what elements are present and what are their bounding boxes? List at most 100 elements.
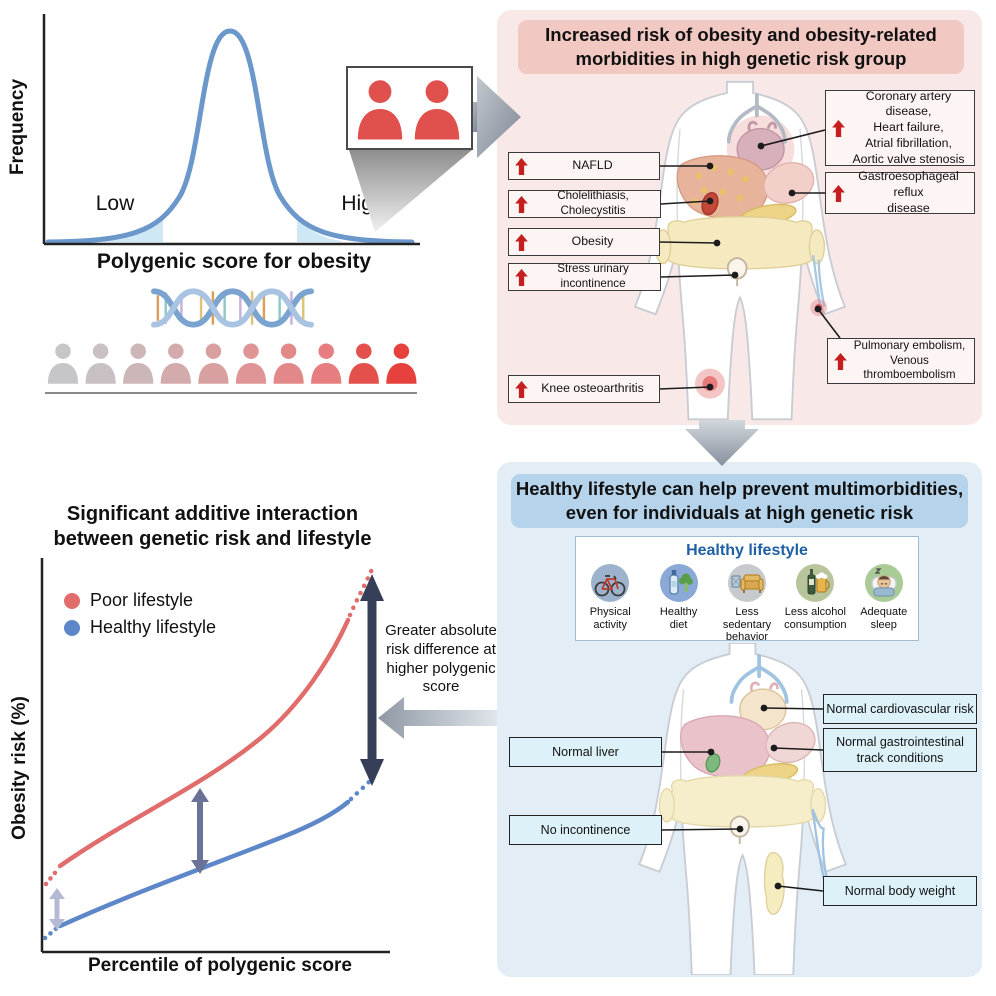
poor-lifestyle-curve xyxy=(57,617,351,869)
risk-box-label: Coronary artery disease, Heart failure, … xyxy=(852,88,965,166)
person-silhouette xyxy=(85,343,116,384)
healthy-lifestyle-label: Healthy lifestyle xyxy=(90,617,217,637)
risk-box-label: Gastroesophageal reflux disease xyxy=(858,169,959,215)
risk-box-label: Cholelithiasis, Cholecystitis xyxy=(557,189,629,217)
risk-box-cholelithiasis: Cholelithiasis, Cholecystitis xyxy=(508,189,661,218)
risk-difference-arrow-small xyxy=(49,888,65,930)
healthy-lifestyle-dot xyxy=(64,619,80,636)
frequency-axis-label: Frequency xyxy=(7,78,28,176)
poor-curve-dotted-low xyxy=(43,866,61,887)
poor-lifestyle-label: Poor lifestyle xyxy=(90,590,194,610)
high-tail-label: High xyxy=(341,192,385,215)
person-silhouette xyxy=(160,343,191,384)
risk-box-obesity: Obesity xyxy=(508,228,660,256)
healthy-curve-dotted-high xyxy=(348,778,373,802)
risk-box-label: Knee osteoarthritis xyxy=(541,381,644,396)
person-silhouette xyxy=(311,343,342,384)
normal-box-body-weight: Normal body weight xyxy=(823,876,977,906)
thigh-fat-icon xyxy=(763,851,785,915)
legend-item-poor: Poor lifestyle xyxy=(64,590,216,611)
person-silhouette xyxy=(273,343,304,384)
visceral-fat-icon xyxy=(662,216,818,270)
chart-legend: Poor lifestyle Healthy lifestyle xyxy=(64,590,216,644)
normal-box-liver: Normal liver xyxy=(509,737,662,767)
gallbladder-icon xyxy=(705,753,721,773)
person-silhouette xyxy=(47,343,79,384)
normal-box-label: No incontinence xyxy=(540,822,631,837)
water-bottle-broccoli-icon xyxy=(659,564,698,602)
risk-difference-arrow-large xyxy=(360,574,384,786)
normal-box-label: Normal liver xyxy=(552,744,619,759)
lifestyle-item-label: Adequate sleep xyxy=(860,606,908,631)
normal-box-incontinence: No incontinence xyxy=(509,815,662,845)
risk-box-reflux: Gastroesophageal reflux disease xyxy=(825,169,975,215)
stomach-icon xyxy=(765,721,816,764)
annotation-arrow-left xyxy=(378,697,500,739)
high-risk-inset-box xyxy=(346,66,473,150)
normal-box-label: Normal cardiovascular risk xyxy=(826,701,974,716)
risk-box-nafld: NAFLD xyxy=(508,152,660,180)
sleeping-person-icon xyxy=(864,564,903,602)
polygenic-distribution-chart xyxy=(42,14,420,246)
normal-box-label: Normal body weight xyxy=(844,883,956,898)
lifestyle-item-label: Less alcohol consumption xyxy=(784,606,847,631)
person-silhouette xyxy=(386,343,417,384)
increase-arrow-icon xyxy=(515,268,528,286)
healthy-curve-dotted-low xyxy=(42,924,61,941)
risk-box-label: Obesity xyxy=(571,234,614,249)
risk-box-knee-osteoarthritis: Knee osteoarthritis xyxy=(508,375,660,403)
bronchi-icon xyxy=(726,93,787,144)
bell-left-tail-shade xyxy=(96,220,163,242)
healthy-lifestyle-box-title: Healthy lifestyle xyxy=(686,542,808,559)
risk-panel-title: Increased risk of obesity and obesity-re… xyxy=(545,23,937,69)
healthy-lifestyle-curve xyxy=(57,799,351,929)
risk-box-embolism: Pulmonary embolism, Venous thromboemboli… xyxy=(827,338,975,384)
increase-arrow-icon xyxy=(515,195,528,213)
normal-box-label: Normal gastrointestinal track conditions xyxy=(836,734,964,765)
increase-arrow-icon xyxy=(515,157,528,175)
normal-box-gastrointestinal: Normal gastrointestinal track conditions xyxy=(823,728,977,772)
increase-arrow-icon xyxy=(832,184,845,202)
bottle-beer-icon xyxy=(796,564,835,602)
interaction-chart-title: Significant additive interaction between… xyxy=(53,503,372,550)
person-silhouette xyxy=(348,343,379,384)
population-gradient-row xyxy=(47,343,417,384)
lifestyle-item-less-alcohol: Less alcohol consumption xyxy=(782,563,848,644)
person-silhouette xyxy=(123,343,154,384)
bell-right-tail-shade xyxy=(297,220,342,242)
embolism-spot xyxy=(815,303,823,312)
lifestyle-panel-header: Healthy lifestyle can help prevent multi… xyxy=(511,474,968,528)
person-silhouette xyxy=(357,80,403,140)
population-baseline xyxy=(45,392,417,394)
lifestyle-item-healthy-diet: Healthy diet xyxy=(646,563,712,644)
person-silhouette xyxy=(235,343,267,384)
interaction-chart xyxy=(40,558,500,954)
risk-box-incontinence: Stress urinary incontinence xyxy=(508,262,661,291)
risk-box-label: Stress urinary incontinence xyxy=(557,262,629,290)
poor-curve-dotted-high xyxy=(347,564,376,618)
flow-arrow-down xyxy=(685,420,759,466)
lifestyle-item-label: Less sedentary behavior xyxy=(722,606,772,644)
normal-box-cardiovascular: Normal cardiovascular risk xyxy=(823,694,977,724)
bronchi-icon xyxy=(729,654,789,704)
lifestyle-item-less-sedentary: Less sedentary behavior xyxy=(714,563,780,644)
increase-arrow-icon xyxy=(515,380,528,398)
healthy-lifestyle-box: Healthy lifestyle Physical activity xyxy=(575,536,919,644)
interaction-x-axis-label: Percentile of polygenic score xyxy=(88,955,352,976)
dna-helix-icon xyxy=(150,288,315,328)
lifestyle-panel-title: Healthy lifestyle can help prevent multi… xyxy=(515,477,964,523)
distribution-x-axis-label: Polygenic score for obesity xyxy=(96,250,372,273)
bell-curve xyxy=(45,28,415,245)
healthy-lifestyle-items: Physical activity Healthy diet xyxy=(576,563,918,644)
risk-box-label: NAFLD xyxy=(572,158,613,173)
legend-item-healthy: Healthy lifestyle xyxy=(64,617,216,638)
abdominal-fat-icon xyxy=(666,775,819,828)
poor-lifestyle-dot xyxy=(64,592,80,609)
lifestyle-item-label: Healthy diet xyxy=(659,606,698,631)
low-tail-label: Low xyxy=(95,192,135,215)
risk-difference-arrow-medium xyxy=(191,788,209,874)
risk-box-cardiac: Coronary artery disease, Heart failure, … xyxy=(825,88,975,166)
lifestyle-item-physical-activity: Physical activity xyxy=(577,563,643,644)
person-silhouette xyxy=(198,343,229,384)
